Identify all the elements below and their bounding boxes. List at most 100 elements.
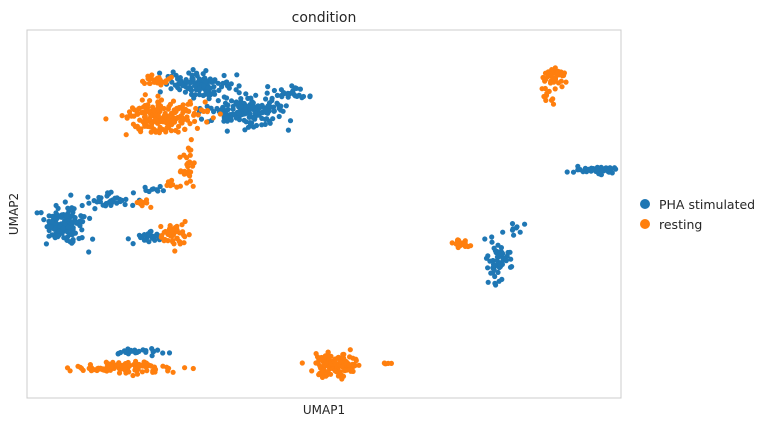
- point-resting: [143, 364, 149, 370]
- point-pha-stimulated: [293, 85, 299, 91]
- point-pha-stimulated: [149, 353, 155, 359]
- point-resting: [381, 360, 387, 366]
- point-pha-stimulated: [264, 116, 270, 122]
- point-resting: [554, 71, 560, 77]
- point-pha-stimulated: [590, 167, 596, 173]
- point-resting: [175, 114, 181, 121]
- point-resting: [141, 114, 148, 120]
- point-pha-stimulated: [205, 85, 211, 91]
- point-pha-stimulated: [504, 253, 510, 259]
- point-resting: [322, 353, 328, 359]
- point-resting: [350, 368, 356, 374]
- point-resting: [144, 368, 150, 374]
- point-pha-stimulated: [190, 67, 196, 73]
- point-pha-stimulated: [269, 98, 275, 104]
- point-pha-stimulated: [143, 237, 149, 243]
- point-resting: [191, 110, 197, 116]
- point-pha-stimulated: [242, 127, 248, 133]
- point-pha-stimulated: [259, 115, 265, 121]
- point-pha-stimulated: [177, 87, 183, 93]
- point-resting: [134, 368, 140, 374]
- point-resting: [137, 117, 143, 123]
- point-pha-stimulated: [56, 228, 62, 234]
- point-pha-stimulated: [485, 279, 491, 285]
- point-resting: [184, 116, 190, 123]
- point-resting: [204, 119, 210, 125]
- point-pha-stimulated: [225, 106, 231, 113]
- point-resting: [151, 364, 158, 370]
- point-pha-stimulated: [43, 241, 50, 247]
- point-pha-stimulated: [170, 69, 176, 75]
- point-pha-stimulated: [510, 232, 517, 238]
- point-pha-stimulated: [500, 229, 506, 235]
- point-resting: [173, 127, 179, 134]
- point-resting: [201, 108, 207, 114]
- point-resting: [170, 369, 176, 375]
- point-resting: [168, 128, 174, 134]
- point-pha-stimulated: [224, 95, 230, 101]
- point-resting: [187, 152, 193, 158]
- point-resting: [147, 98, 153, 104]
- point-resting: [142, 92, 148, 98]
- point-resting: [309, 368, 315, 374]
- point-resting: [315, 361, 321, 367]
- point-resting: [550, 101, 557, 107]
- point-resting: [181, 240, 187, 246]
- point-pha-stimulated: [76, 235, 82, 242]
- point-pha-stimulated: [221, 72, 227, 79]
- point-resting: [134, 110, 140, 116]
- point-resting: [202, 99, 208, 105]
- point-resting: [210, 115, 216, 121]
- point-pha-stimulated: [122, 201, 128, 208]
- point-pha-stimulated: [160, 350, 166, 356]
- point-pha-stimulated: [177, 79, 183, 86]
- point-pha-stimulated: [238, 96, 244, 102]
- point-pha-stimulated: [81, 214, 87, 220]
- point-pha-stimulated: [206, 96, 212, 102]
- point-pha-stimulated: [168, 86, 174, 92]
- point-resting: [146, 80, 152, 86]
- point-resting: [156, 119, 162, 125]
- point-resting: [123, 370, 129, 376]
- point-resting: [158, 97, 165, 103]
- point-pha-stimulated: [482, 236, 488, 242]
- point-resting: [190, 365, 196, 372]
- point-pha-stimulated: [62, 199, 68, 205]
- point-resting: [170, 98, 177, 104]
- plot-area: [26, 29, 622, 399]
- point-resting: [337, 359, 343, 365]
- point-resting: [455, 244, 461, 251]
- legend-item-pha-stimulated[interactable]: PHA stimulated: [640, 194, 755, 214]
- point-pha-stimulated: [34, 210, 40, 216]
- point-resting: [356, 362, 362, 368]
- legend-item-resting[interactable]: resting: [640, 214, 755, 234]
- point-resting: [454, 240, 460, 246]
- point-pha-stimulated: [488, 270, 494, 276]
- legend: PHA stimulated resting: [640, 194, 755, 234]
- point-resting: [127, 362, 133, 369]
- point-resting: [190, 183, 196, 189]
- point-pha-stimulated: [166, 350, 173, 356]
- point-resting: [167, 224, 173, 230]
- point-resting: [335, 373, 341, 379]
- point-pha-stimulated: [151, 348, 157, 354]
- point-pha-stimulated: [41, 217, 47, 223]
- point-pha-stimulated: [253, 92, 259, 98]
- point-pha-stimulated: [514, 224, 520, 230]
- point-pha-stimulated: [497, 261, 503, 268]
- point-pha-stimulated: [201, 83, 207, 89]
- point-resting: [191, 160, 197, 166]
- point-resting: [187, 159, 193, 165]
- point-resting: [166, 117, 172, 123]
- point-resting: [180, 102, 186, 108]
- point-resting: [162, 236, 168, 243]
- point-resting: [104, 364, 110, 370]
- point-pha-stimulated: [495, 269, 501, 275]
- legend-label: resting: [659, 216, 703, 232]
- point-pha-stimulated: [94, 199, 100, 205]
- point-resting: [185, 164, 191, 170]
- point-pha-stimulated: [285, 91, 291, 97]
- point-resting: [195, 112, 201, 118]
- point-resting: [544, 90, 550, 96]
